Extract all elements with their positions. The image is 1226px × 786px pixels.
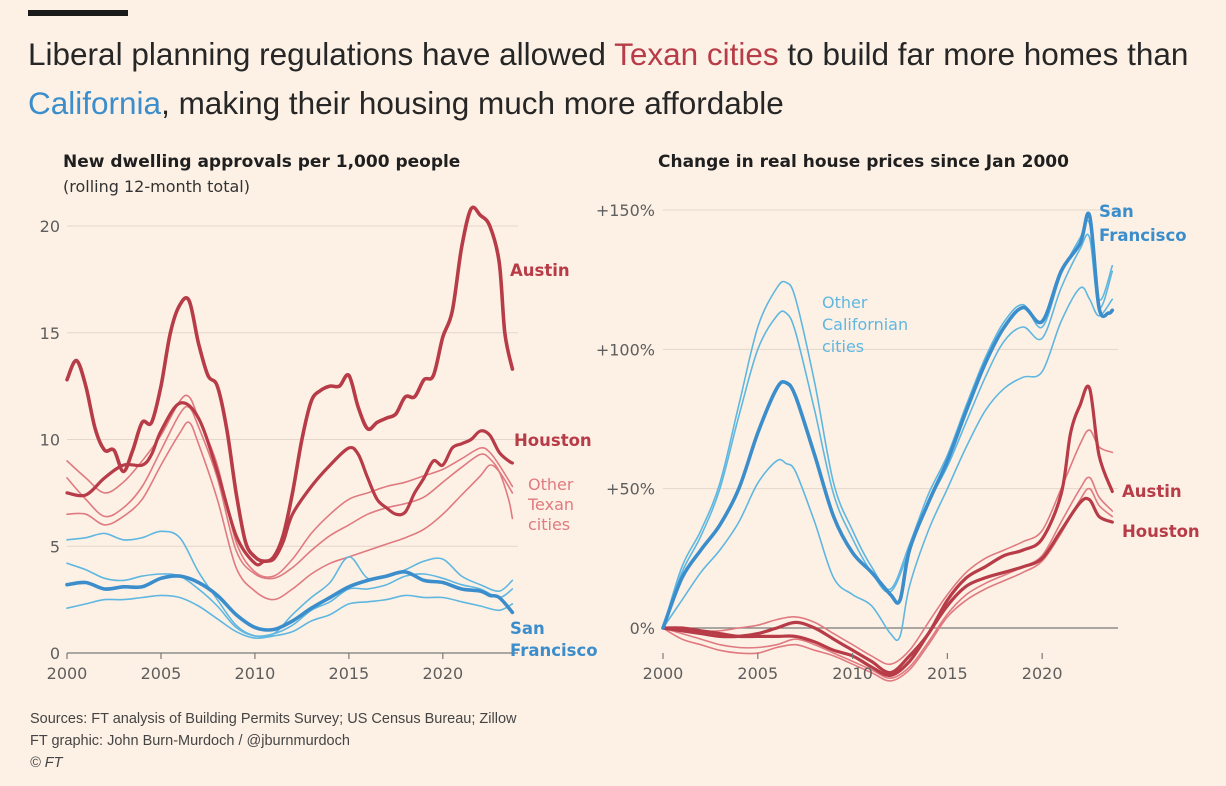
headline-part2: to build far more homes than (778, 36, 1189, 72)
approvals-line-other-californian-cities-3 (66, 594, 514, 640)
approvals-y-tick-label: 0 (50, 644, 60, 663)
headline: Liberal planning regulations have allowe… (28, 30, 1208, 128)
approvals-label-austin: Austin (510, 261, 570, 280)
approvals-y-tick-label: 5 (50, 537, 60, 556)
approvals-chart-subtitle: (rolling 12-month total) (63, 177, 250, 196)
approvals-line-other-californian-cities (66, 530, 514, 638)
house-prices-line-other-texan-cities (662, 429, 1114, 666)
house-prices-line-other-texan-cities-3 (662, 487, 1114, 682)
approvals-line-other-texan-cities-2 (66, 394, 514, 579)
house-prices-line-san-francisco (661, 211, 1115, 630)
house-prices-x-tick-label: 2000 (643, 664, 684, 683)
house-prices-chart: Change in real house prices since Jan 20… (596, 152, 1200, 683)
approvals-label-other-texan-cities: Other (528, 475, 574, 494)
approvals-line-austin (65, 205, 515, 563)
approvals-line-other-californian-cities-2 (66, 562, 514, 638)
house-prices-y-tick-label: +100% (596, 340, 655, 359)
house-prices-gridlines (663, 209, 1118, 629)
approvals-line-other-texan-cities-3 (66, 421, 514, 601)
approvals-x-tick-label: 2010 (235, 664, 276, 683)
house-prices-axes: 0% +50% +100% +150% 2000 2005 2010 2015 2020 (596, 201, 1063, 683)
house-prices-line-other-californian-cities-3 (662, 286, 1114, 642)
house-prices-x-tick-label: 2015 (927, 664, 968, 683)
approvals-label-houston: Houston (514, 431, 592, 450)
house-prices-y-tick-label: +50% (606, 480, 655, 499)
approvals-chart: New dwelling approvals per 1,000 people … (40, 152, 598, 683)
house-prices-x-tick-label: 2020 (1022, 664, 1063, 683)
approvals-series (65, 205, 515, 640)
approvals-line-other-texan-cities (66, 405, 514, 580)
house-prices-line-other-californian-cities-2 (662, 233, 1114, 629)
house-prices-chart-title: Change in real house prices since Jan 20… (658, 152, 1069, 172)
footer: Sources: FT analysis of Building Permits… (30, 708, 516, 774)
footer-graphic-credit: FT graphic: John Burn-Murdoch / @jburnmu… (30, 733, 350, 749)
house-prices-line-other-californian-cities (662, 219, 1114, 629)
house-prices-series (661, 211, 1115, 682)
approvals-y-tick-label: 15 (40, 324, 60, 343)
house-prices-line-houston (661, 496, 1114, 678)
approvals-line-houston (65, 401, 514, 567)
approvals-label-san-francisco: Francisco (510, 641, 598, 660)
headline-part3: , making their housing much more afforda… (161, 85, 784, 121)
headline-highlight-california: California (28, 85, 162, 121)
approvals-x-tick-label: 2005 (141, 664, 182, 683)
house-prices-label-san-francisco: San (1099, 202, 1134, 221)
house-prices-x-tick-label: 2005 (737, 664, 778, 683)
approvals-x-tick-label: 2015 (329, 664, 370, 683)
approvals-chart-title: New dwelling approvals per 1,000 people (63, 152, 460, 172)
house-prices-line-other-texan-cities-2 (662, 476, 1114, 679)
approvals-x-tick-label: 2020 (422, 664, 463, 683)
approvals-x-tick-label: 2000 (47, 664, 88, 683)
house-prices-label-houston: Houston (1122, 522, 1200, 541)
house-prices-label-other-californian-cities: Other (822, 293, 868, 312)
house-prices-x-tick-label: 2010 (832, 664, 873, 683)
ft-top-rule (28, 10, 128, 16)
footer-copyright: © FT (30, 755, 63, 771)
headline-highlight-texan: Texan cities (614, 36, 779, 72)
house-prices-label-other-californian-cities: cities (822, 337, 864, 356)
approvals-axes: 0 5 10 15 20 2000 2005 2010 2015 2020 (40, 217, 464, 683)
headline-part1: Liberal planning regulations have allowe… (28, 36, 615, 72)
house-prices-label-other-californian-cities: Californian (822, 315, 908, 334)
house-prices-series-labels: San Francisco Other Californian cities Austin… (822, 202, 1200, 541)
approvals-label-san-francisco: San (510, 619, 545, 638)
house-prices-y-tick-label: 0% (630, 619, 655, 638)
footer-sources: Sources: FT analysis of Building Permits… (30, 711, 517, 727)
approvals-label-other-texan-cities: cities (528, 515, 570, 534)
approvals-line-san-francisco (65, 570, 515, 632)
approvals-label-other-texan-cities: Texan (527, 495, 574, 514)
house-prices-label-austin: Austin (1122, 482, 1182, 501)
approvals-y-tick-label: 20 (40, 217, 60, 236)
house-prices-y-tick-label: +150% (596, 201, 655, 220)
approvals-y-tick-label: 10 (40, 431, 60, 450)
house-prices-label-san-francisco: Francisco (1099, 226, 1187, 245)
